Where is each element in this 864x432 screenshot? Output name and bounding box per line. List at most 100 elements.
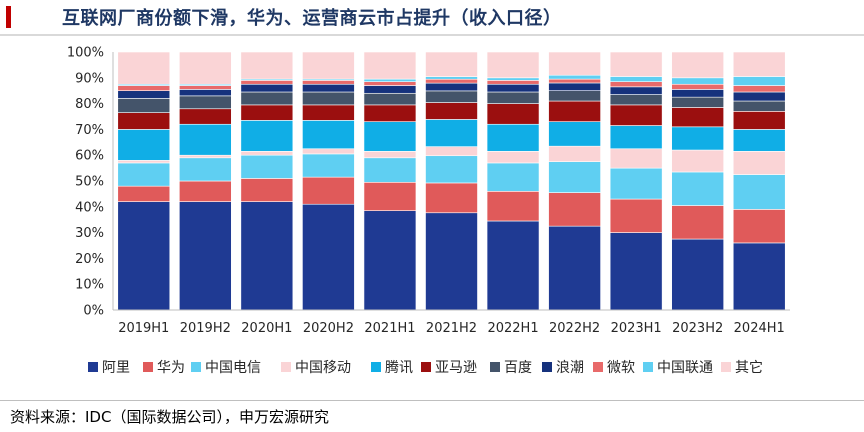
bar-segment-2022H2-6 — [548, 90, 601, 102]
bar-segment-2023H1-10 — [609, 51, 663, 77]
bar-segment-2021H2-3 — [425, 146, 478, 157]
bar-segment-2020H2-7 — [302, 83, 355, 93]
bar-segment-2019H2-3 — [179, 154, 232, 159]
bar-segment-2021H2-4 — [425, 119, 478, 147]
bar-segment-2019H1-4 — [117, 129, 171, 161]
bar-segment-2019H2-4 — [179, 123, 232, 156]
bar-segment-2021H1-2 — [363, 157, 417, 183]
bar-segment-2020H2-3 — [302, 148, 355, 155]
bar-segment-2023H1-4 — [609, 125, 663, 150]
bar-segment-2022H2-3 — [548, 145, 601, 162]
bar-segment-2023H1-0 — [609, 232, 663, 311]
bar-segment-2021H1-8 — [363, 81, 417, 86]
bar-segment-2023H2-4 — [671, 126, 724, 151]
legend-label: 其它 — [735, 359, 763, 376]
bar-segment-2021H1-4 — [363, 121, 417, 152]
x-tick-label: 2022H2 — [549, 321, 600, 336]
y-axis: 0% 10% 20% 30% 40% 50% 60% 70% 80% 90% 100% — [67, 46, 114, 319]
bar-segment-2020H2-4 — [302, 120, 355, 150]
bar-segment-2021H2-8 — [425, 78, 478, 84]
bar-segment-2019H1-2 — [117, 162, 171, 187]
bar-segment-2022H1-10 — [486, 51, 540, 79]
bar-segment-2024H1-4 — [732, 129, 786, 152]
bar-segment-2020H2-5 — [302, 104, 355, 121]
bar-segment-2022H2-7 — [548, 82, 601, 91]
bar-segment-2021H2-10 — [425, 51, 478, 77]
bar-segment-2023H2-9 — [671, 77, 724, 85]
bar-segment-2019H1-10 — [117, 51, 171, 85]
legend-swatch — [721, 362, 731, 372]
bar-segment-2024H1-8 — [732, 85, 786, 93]
bar-segment-2021H2-1 — [425, 182, 478, 214]
bar-segment-2023H1-9 — [609, 76, 663, 82]
bar-segment-2019H1-1 — [117, 185, 171, 202]
bar-segment-2023H2-6 — [671, 96, 724, 108]
y-tick-label: 70% — [75, 123, 104, 138]
bar-segment-2020H2-1 — [302, 176, 355, 205]
bar-segment-2024H1-1 — [732, 209, 786, 244]
y-tick-label: 30% — [75, 226, 104, 241]
bar-segment-2023H1-3 — [609, 148, 663, 169]
bar-segment-2023H1-8 — [609, 81, 663, 88]
y-tick-label: 50% — [75, 175, 104, 190]
bar-segment-2022H1-4 — [486, 123, 540, 152]
y-tick-label: 40% — [75, 200, 104, 215]
x-tick-label: 2021H2 — [426, 321, 477, 336]
bar-segment-2022H2-4 — [548, 121, 601, 147]
bar-segment-2019H2-2 — [179, 157, 232, 182]
legend-swatch — [88, 362, 98, 372]
bar-segment-2021H2-2 — [425, 155, 478, 184]
bar-segment-2022H2-1 — [548, 192, 601, 227]
legend-label: 中国电信 — [205, 360, 261, 376]
bar-segment-2021H1-7 — [363, 85, 417, 94]
bar-segment-2024H1-10 — [732, 51, 786, 77]
bar-segment-2019H1-5 — [117, 112, 171, 130]
bar-segment-2023H1-6 — [609, 94, 663, 106]
bar-segment-2021H1-10 — [363, 51, 417, 80]
bar-segment-2022H1-1 — [486, 191, 540, 222]
legend-swatch — [281, 362, 291, 372]
stacked-bar-chart: 0% 10% 20% 30% 40% 50% 60% 70% 80% 90% 100% 2019H1… — [67, 46, 790, 376]
y-tick-label: 90% — [75, 71, 104, 86]
bar-segment-2021H1-5 — [363, 104, 417, 122]
bar-segment-2020H1-3 — [240, 151, 294, 156]
legend-swatch — [593, 362, 603, 372]
bar-segment-2024H1-3 — [732, 151, 786, 175]
bar-segment-2020H1-5 — [240, 104, 294, 121]
bar-segment-2019H2-8 — [179, 85, 232, 90]
y-tick-label: 60% — [75, 149, 104, 164]
bar-segment-2021H1-3 — [363, 151, 417, 159]
legend-swatch — [143, 362, 153, 372]
x-axis: 2019H1 2019H2 2020H1 2020H2 2021H1 2021H2 2022… — [113, 309, 790, 336]
bar-segment-2022H1-2 — [486, 162, 540, 192]
bar-segment-2020H1-1 — [240, 178, 294, 202]
bar-segment-2020H1-0 — [240, 201, 294, 311]
bar-segment-2022H2-9 — [548, 74, 601, 80]
bar-segment-2020H1-7 — [240, 83, 294, 93]
x-tick-label: 2020H2 — [303, 321, 354, 336]
bar-segment-2023H1-5 — [609, 104, 663, 126]
bar-segment-2024H1-7 — [732, 91, 786, 102]
bar-segment-2023H2-8 — [671, 83, 724, 90]
bar-segment-2023H2-0 — [671, 238, 724, 311]
source-note: 资料来源：IDC（国际数据公司），申万宏源研究 — [10, 408, 329, 426]
bar-segment-2021H2-5 — [425, 102, 478, 120]
bar-segment-2019H2-7 — [179, 89, 232, 97]
y-tick-label: 20% — [75, 252, 104, 267]
y-tick-label: 100% — [67, 46, 104, 61]
x-tick-label: 2021H1 — [364, 321, 415, 336]
bar-segment-2020H1-4 — [240, 120, 294, 152]
bar-segment-2022H2-8 — [548, 78, 601, 84]
bar-segment-2020H2-0 — [302, 203, 355, 311]
bar-segment-2022H1-6 — [486, 91, 540, 104]
bar-segment-2019H1-7 — [117, 90, 171, 99]
legend-swatch — [643, 362, 653, 372]
bar-segment-2020H1-2 — [240, 154, 294, 179]
page-title: 互联网厂商份额下滑，华为、运营商云市占提升（收入口径） — [62, 8, 562, 29]
y-tick-label: 10% — [75, 278, 104, 293]
y-tick-label: 80% — [75, 97, 104, 112]
bar-segment-2024H1-6 — [732, 100, 786, 112]
x-tick-label: 2019H1 — [118, 321, 169, 336]
bar-segment-2024H1-2 — [732, 174, 786, 210]
bar-segment-2021H1-6 — [363, 92, 417, 106]
